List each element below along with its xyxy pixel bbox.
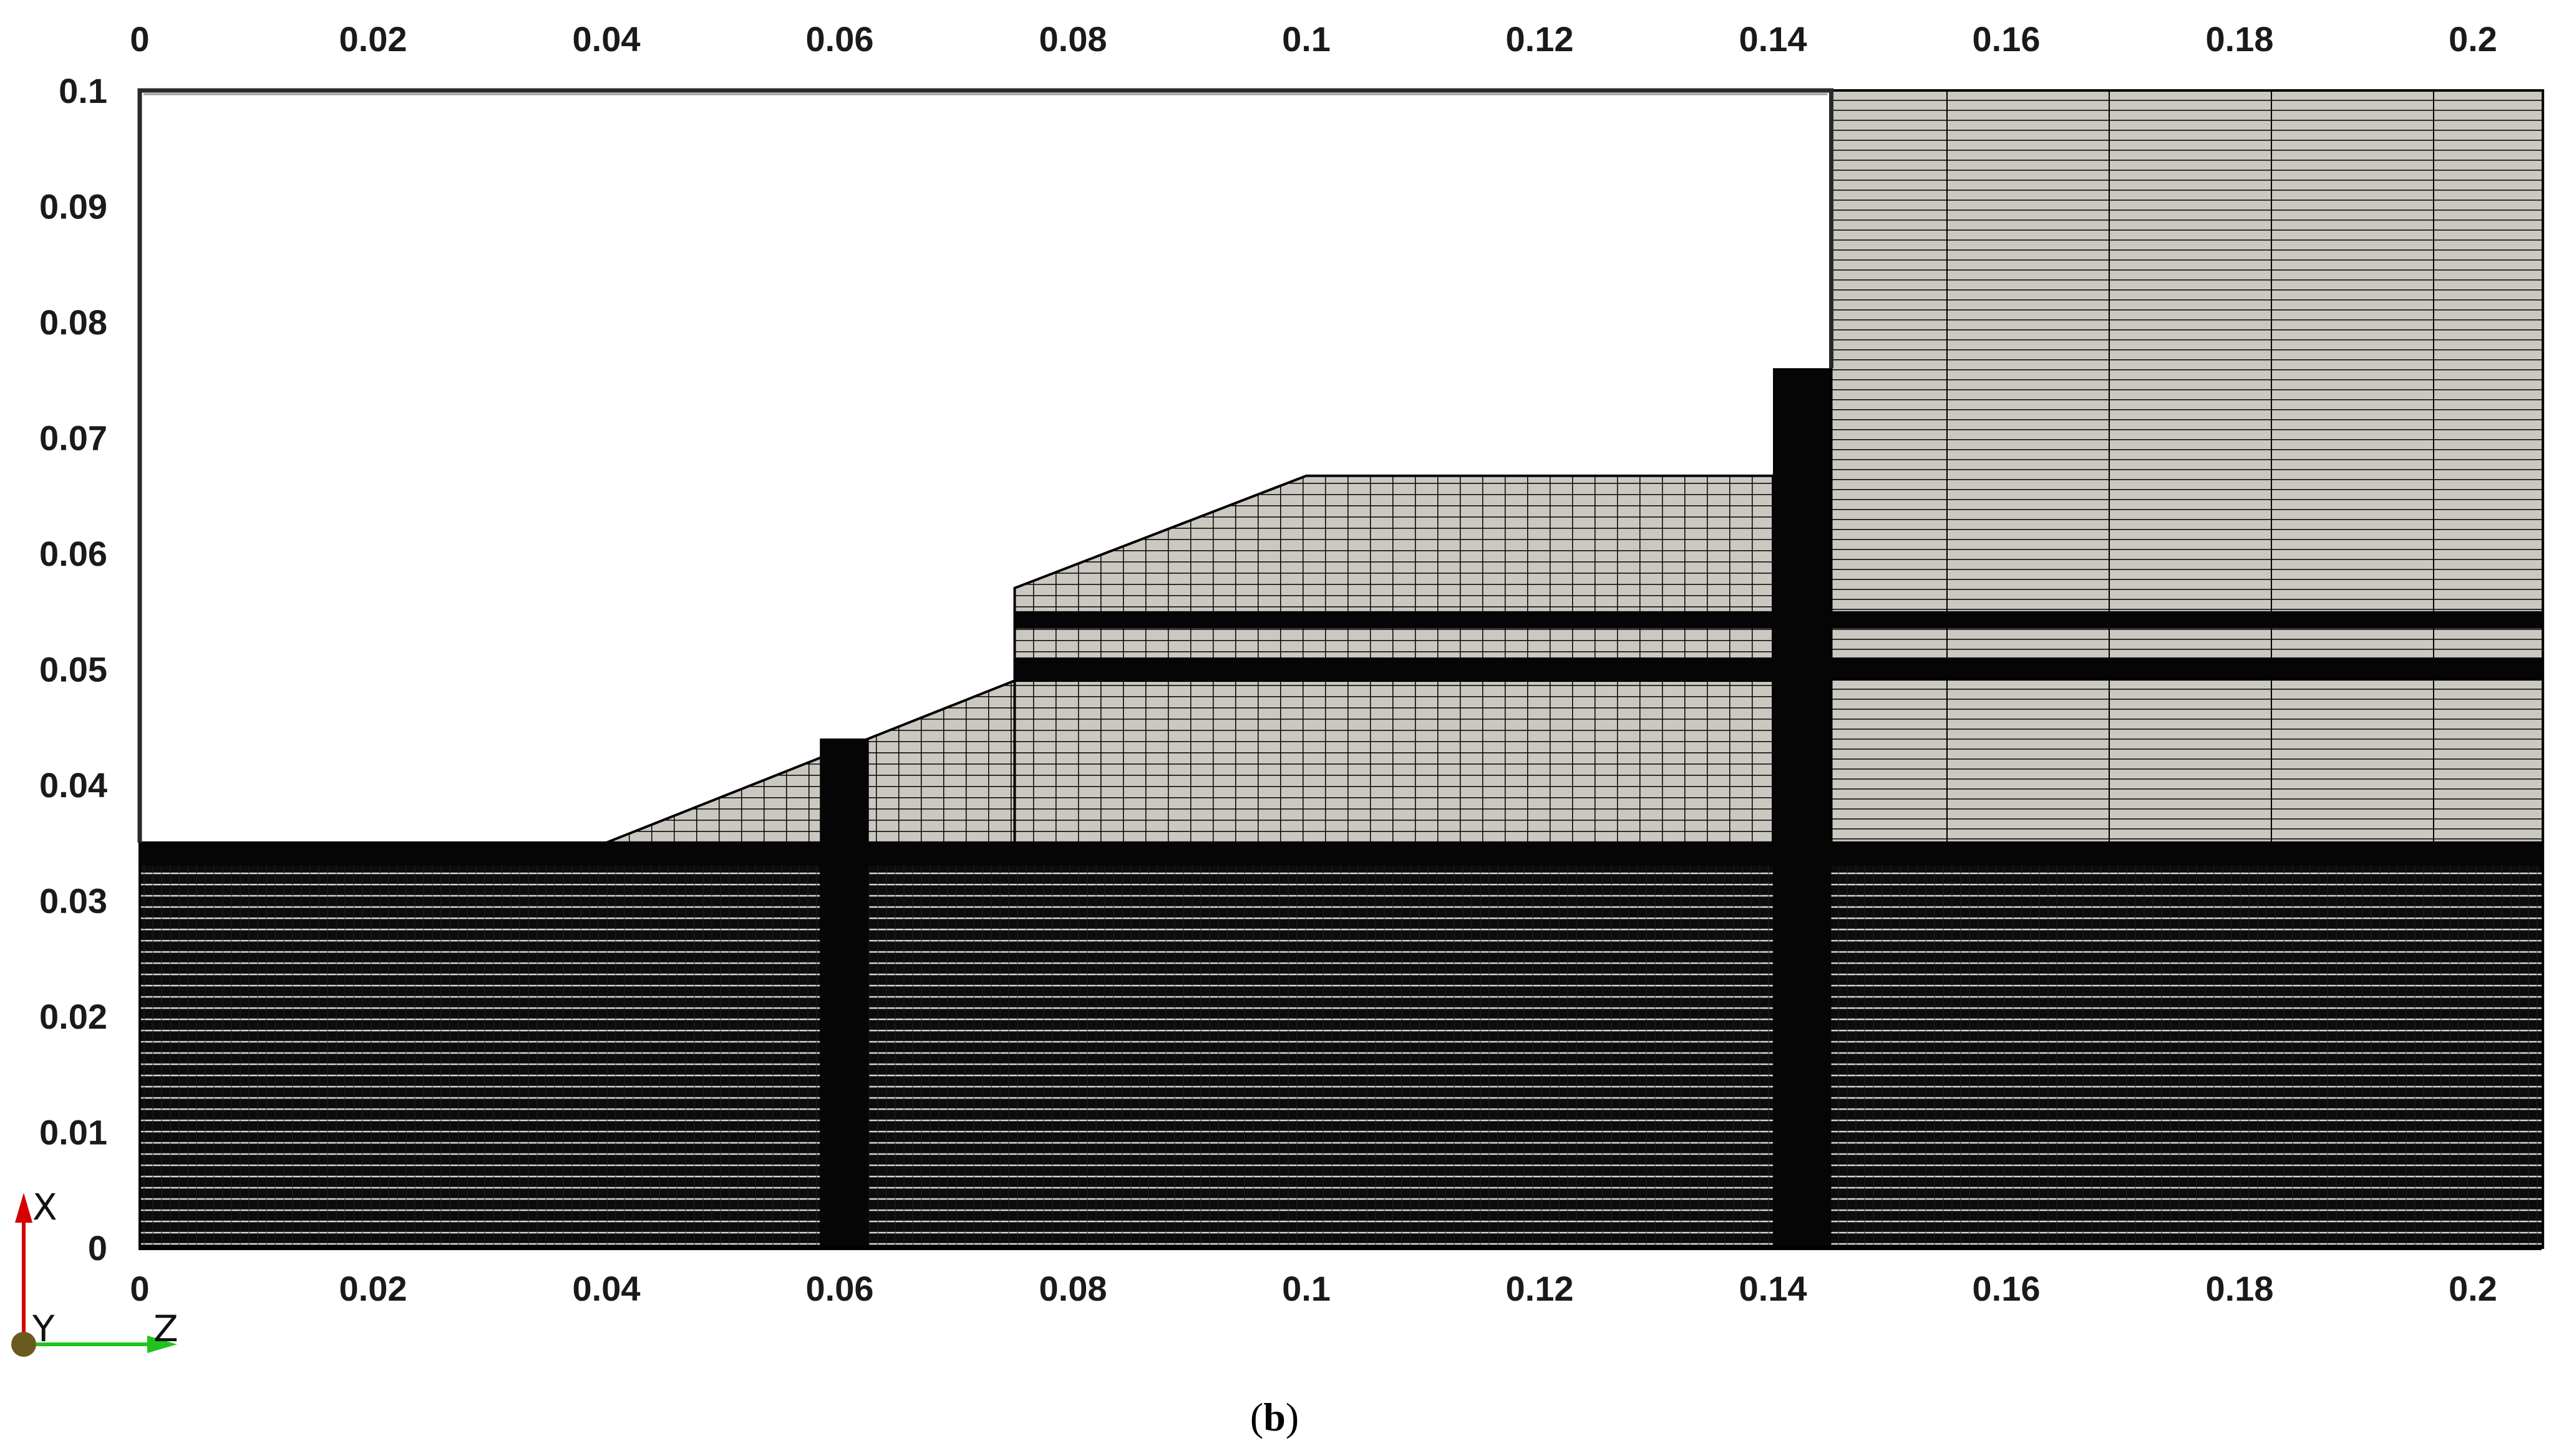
caption-letter: b [1263, 1395, 1286, 1439]
x-tick-label-top: 0 [130, 19, 149, 59]
x-tick-label-top: 0.14 [1739, 19, 1807, 59]
triad-x-label: X [32, 1186, 57, 1228]
x-tick-label-bottom: 0.14 [1739, 1269, 1807, 1308]
orientation-triad: X Y Z [11, 1186, 178, 1357]
x-tick-labels-top: 0 0.02 0.04 0.06 0.08 0.1 0.12 0.14 0.16 0.18 0.2 [130, 19, 2497, 59]
y-tick-label: 0.07 [39, 419, 107, 458]
x-tick-labels-bottom: 0 0.02 0.04 0.06 0.08 0.1 0.12 0.14 0.16 0.18 0.2 [130, 1269, 2497, 1308]
x-tick-label-bottom: 0.2 [2449, 1269, 2497, 1308]
x-tick-label-top: 0.12 [1506, 19, 1574, 59]
x-tick-label-top: 0.1 [1282, 19, 1331, 59]
x-tick-label-bottom: 0.18 [2206, 1269, 2274, 1308]
refinement-band [1773, 368, 1832, 1248]
x-tick-label-bottom: 0.04 [573, 1269, 641, 1308]
x-tick-label-bottom: 0.1 [1282, 1269, 1331, 1308]
refinement-bands [140, 368, 2543, 1248]
x-tick-label-bottom: 0.08 [1039, 1269, 1107, 1308]
x-tick-label-bottom: 0.16 [1973, 1269, 2041, 1308]
y-tick-label: 0.01 [39, 1113, 107, 1152]
figure-caption: (b) [1250, 1395, 1299, 1439]
y-tick-label: 0.08 [39, 303, 107, 342]
x-tick-label-top: 0.18 [2206, 19, 2274, 59]
x-tick-label-top: 0.16 [1973, 19, 2041, 59]
mesh-zone-right-fluid [1830, 89, 2545, 844]
triad-z-label: Z [153, 1308, 178, 1350]
bottom-boundary [138, 1245, 2542, 1250]
y-axis-origin-dot-icon [11, 1332, 36, 1357]
y-tick-label: 0.09 [39, 187, 107, 226]
x-tick-label-bottom: 0.06 [806, 1269, 874, 1308]
mesh-regions [138, 89, 2545, 1249]
triad-y-label: Y [32, 1308, 55, 1350]
x-arrowhead-icon [15, 1193, 32, 1223]
domain-outline [137, 88, 1833, 843]
x-tick-label-top: 0.02 [339, 19, 407, 59]
y-tick-label: 0.05 [39, 650, 107, 689]
y-tick-label: 0.1 [59, 71, 107, 110]
mesh-zone-upper-slope [1013, 474, 1774, 682]
mesh-zone-lower-channel [138, 841, 2545, 1249]
y-tick-label: 0.06 [39, 534, 107, 573]
x-tick-label-bottom: 0 [130, 1269, 149, 1308]
y-tick-label: 0 [88, 1228, 107, 1268]
refinement-band [820, 738, 869, 1248]
x-tick-label-top: 0.2 [2449, 19, 2497, 59]
refinement-band [140, 842, 2543, 866]
x-tick-label-top: 0.06 [806, 19, 874, 59]
y-tick-labels: 0 0.01 0.02 0.03 0.04 0.05 0.06 0.07 0.08 0.09 0.1 [39, 71, 107, 1268]
y-tick-label: 0.02 [39, 997, 107, 1036]
x-tick-label-top: 0.08 [1039, 19, 1107, 59]
x-tick-label-bottom: 0.02 [339, 1269, 407, 1308]
x-tick-label-bottom: 0.12 [1506, 1269, 1574, 1308]
mesh-zone-middle-terrace [1013, 679, 1774, 844]
y-tick-label: 0.03 [39, 881, 107, 921]
x-tick-label-top: 0.04 [573, 19, 641, 59]
y-tick-label: 0.04 [39, 765, 107, 805]
mesh-zone-bank-rise [606, 679, 1016, 844]
z-arrowhead-icon [147, 1336, 177, 1353]
domain-frame [137, 88, 2542, 1250]
mesh-figure: 0 0.02 0.04 0.06 0.08 0.1 0.12 0.14 0.16 0.18 0.2 … [11, 19, 2545, 1357]
